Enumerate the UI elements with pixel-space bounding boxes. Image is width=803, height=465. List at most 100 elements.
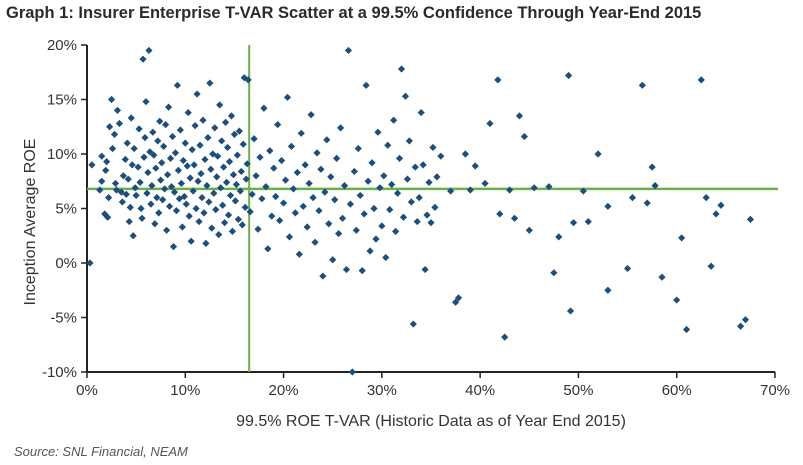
scatter-point xyxy=(232,180,240,189)
scatter-point xyxy=(123,139,131,147)
scatter-point xyxy=(348,368,356,376)
scatter-point xyxy=(746,215,755,223)
scatter-point xyxy=(185,212,193,220)
scatter-point xyxy=(427,219,435,227)
scatter-point xyxy=(317,165,325,173)
scatter-point xyxy=(358,267,366,275)
scatter-point xyxy=(501,333,509,341)
scatter-point xyxy=(658,273,666,281)
scatter-point xyxy=(193,90,201,98)
y-axis-ticks: -10% -5% 0% 5% 10% 15% 20% xyxy=(42,37,87,381)
scatter-point xyxy=(172,207,181,215)
scatter-point xyxy=(307,111,315,119)
scatter-point xyxy=(214,152,222,160)
scatter-point xyxy=(143,189,151,197)
scatter-point xyxy=(550,269,558,277)
scatter-point xyxy=(157,176,165,184)
scatter-point xyxy=(530,184,538,192)
scatter-point xyxy=(525,226,533,234)
scatter-point xyxy=(584,217,592,226)
scatter-point xyxy=(331,196,339,204)
scatter-point xyxy=(323,136,331,144)
scatter-point xyxy=(370,204,378,213)
scatter-point xyxy=(648,163,656,171)
scatter-point xyxy=(604,202,612,210)
scatter-point xyxy=(321,188,329,196)
axes xyxy=(86,45,775,373)
x-tick-label: 50% xyxy=(563,382,593,399)
scatter-point xyxy=(204,134,212,142)
scatter-point xyxy=(121,155,129,164)
scatter-point xyxy=(293,168,301,177)
scatter-point xyxy=(104,213,112,221)
scatter-point xyxy=(98,152,106,160)
scatter-point xyxy=(103,158,111,166)
scatter-point xyxy=(106,123,114,131)
scatter-point xyxy=(437,152,445,160)
scatter-point xyxy=(651,182,659,190)
scatter-point xyxy=(283,93,292,101)
scatter-point xyxy=(98,177,106,185)
scatter-point xyxy=(181,139,189,147)
scatter-point xyxy=(131,184,139,192)
scatter-point xyxy=(281,176,290,184)
scatter-point xyxy=(228,227,237,235)
scatter-point xyxy=(401,92,410,100)
scatter-point xyxy=(461,150,469,158)
scatter-point xyxy=(429,143,437,152)
scatter-point xyxy=(140,153,148,161)
scatter-point xyxy=(276,216,284,225)
scatter-point xyxy=(274,120,282,129)
scatter-point xyxy=(415,194,423,202)
scatter-point xyxy=(481,179,489,188)
scatter-point xyxy=(289,185,297,193)
scatter-point xyxy=(86,259,94,267)
scatter-point xyxy=(213,173,221,181)
scatter-point xyxy=(409,320,417,328)
scatter-point xyxy=(335,229,343,238)
scatter-point xyxy=(295,250,303,258)
scatter-point xyxy=(182,200,190,208)
scatter-point xyxy=(124,175,132,183)
scatter-point xyxy=(399,213,408,221)
scatter-point xyxy=(210,189,218,197)
scatter-point xyxy=(494,76,502,84)
scatter-point xyxy=(380,172,388,180)
scatter-point xyxy=(122,190,130,198)
scatter-point xyxy=(191,122,199,130)
scatter-point xyxy=(167,183,176,191)
scatter-point xyxy=(220,163,228,171)
scatter-point xyxy=(311,238,319,246)
scatter-point xyxy=(221,219,229,227)
scatter-point xyxy=(180,192,188,201)
scatter-point xyxy=(510,214,519,222)
scatter-point xyxy=(555,233,563,241)
scatter-point xyxy=(188,146,196,154)
scatter-point xyxy=(506,186,514,194)
scatter-point xyxy=(183,162,191,170)
reference-lines xyxy=(87,45,778,372)
scatter-point xyxy=(356,191,364,200)
scatter-point xyxy=(301,161,309,169)
scatter-point xyxy=(127,114,135,122)
scatter-point xyxy=(579,187,587,195)
scatter-point xyxy=(423,211,431,219)
scatter-point xyxy=(192,204,200,213)
scatter-point xyxy=(333,154,341,162)
scatter-point xyxy=(171,149,180,157)
y-tick-label: -10% xyxy=(42,364,77,381)
scatter-point xyxy=(368,159,376,167)
scatter-point xyxy=(211,124,219,132)
scatter-point xyxy=(96,186,104,194)
scatter-point xyxy=(565,71,573,80)
scatter-point xyxy=(272,192,280,201)
scatter-point xyxy=(148,182,156,190)
scatter-point xyxy=(329,256,337,264)
scatter-point xyxy=(350,167,358,176)
scatter-point xyxy=(270,164,278,172)
scatter-point xyxy=(134,163,142,171)
scatter-point xyxy=(419,161,427,169)
scatter-point xyxy=(160,142,168,150)
scatter-point xyxy=(158,159,166,167)
